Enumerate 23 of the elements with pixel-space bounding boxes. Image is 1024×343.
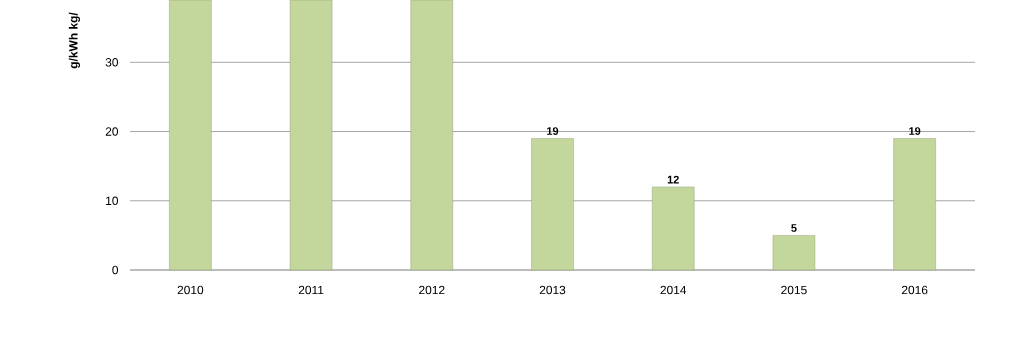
- x-tick-label: 2014: [660, 285, 687, 295]
- x-tick-label: 2011: [298, 285, 324, 295]
- x-tick-label: 2016: [901, 285, 928, 295]
- data-label: 19: [909, 127, 921, 135]
- bar: [531, 138, 574, 271]
- bar: [893, 138, 936, 271]
- y-tick-label: 30: [105, 58, 119, 67]
- data-label: 5: [791, 224, 797, 232]
- x-tick-label: 2012: [419, 285, 445, 295]
- data-label: 19: [547, 127, 559, 135]
- bar: [652, 186, 695, 271]
- y-tick-label: 0: [112, 265, 119, 275]
- data-label: 12: [667, 175, 679, 184]
- x-tick-label: 2015: [781, 285, 807, 295]
- bar: [169, 0, 212, 271]
- y-axis-title: g/kWh kg/: [68, 12, 81, 69]
- bar: [772, 235, 816, 271]
- bar: [289, 0, 333, 271]
- y-tick-label: 10: [106, 196, 119, 205]
- bar: [410, 0, 453, 271]
- y-tick-label: 20: [105, 127, 119, 136]
- x-tick-label: 2013: [539, 285, 566, 295]
- x-tick-label: 2010: [177, 285, 204, 295]
